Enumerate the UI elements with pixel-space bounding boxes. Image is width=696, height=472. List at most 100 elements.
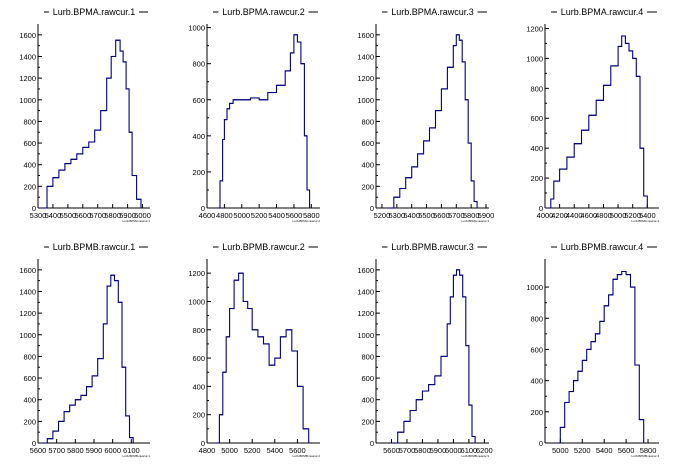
title-box bbox=[216, 8, 311, 21]
x-tick-label: 4600 bbox=[199, 211, 216, 220]
y-tick-label: 400 bbox=[192, 132, 205, 141]
y-tick-label: 800 bbox=[530, 84, 543, 93]
y-tick-label: 1400 bbox=[357, 52, 374, 61]
x-tick-label: 4800 bbox=[199, 446, 216, 455]
x-tick-label: 5400 bbox=[45, 211, 62, 220]
y-tick-label: 1200 bbox=[19, 74, 36, 83]
y-tick-label: 200 bbox=[23, 417, 36, 426]
title-box bbox=[47, 8, 141, 21]
histogram-panel-5: Lurb.BPMB.rawcur.1 0 200 400 600 800 1000 1200 1… bbox=[19, 242, 150, 458]
histogram-panel-2: Lurb.BPMA.rawcur.2 0 200 400 600 800 1000 4600 4… bbox=[188, 7, 320, 223]
chart-title: Lurb.BPMA.rawcur.4 bbox=[561, 7, 644, 17]
y-tick-label: 0 bbox=[32, 204, 36, 213]
y-tick-label: 200 bbox=[23, 182, 36, 191]
x-tick-label: 6000 bbox=[134, 211, 151, 220]
chart-title: Lurb.BPMB.rawcur.4 bbox=[561, 242, 644, 252]
x-tick-label: 5800 bbox=[67, 446, 84, 455]
x-tick-label: 5000 bbox=[552, 446, 569, 455]
x-tick-label: 5600 bbox=[74, 211, 91, 220]
y-tick-label: 800 bbox=[192, 326, 205, 335]
title-box bbox=[385, 243, 480, 256]
x-tick-label: 5200 bbox=[374, 211, 391, 220]
x-tick-label: 5000 bbox=[610, 211, 627, 220]
y-tick-label: 1000 bbox=[526, 283, 543, 292]
x-tick-label: 5400 bbox=[596, 446, 613, 455]
y-tick-label: 1200 bbox=[188, 269, 205, 278]
x-tick-label: 4800 bbox=[595, 211, 612, 220]
x-axis-title: Lurb.BPMA.rawcur.2 bbox=[292, 219, 320, 223]
y-tick-label: 800 bbox=[530, 314, 543, 323]
x-tick-label: 6200 bbox=[476, 446, 493, 455]
histogram-panel-4: Lurb.BPMA.rawcur.4 0 200 400 600 800 1000 1200 4… bbox=[526, 7, 659, 223]
x-axis-title: Lurb.BPMB.rawcur.1 bbox=[122, 454, 150, 458]
y-tick-label: 400 bbox=[23, 161, 36, 170]
x-tick-label: 6000 bbox=[445, 446, 462, 455]
y-tick-label: 1600 bbox=[19, 31, 36, 40]
x-axis-title: Lurb.BPMB.rawcur.3 bbox=[461, 454, 489, 458]
histogram-series bbox=[41, 39, 142, 209]
histogram-panel-3: Lurb.BPMA.rawcur.3 0 200 400 600 800 1000 1200 1… bbox=[357, 7, 494, 223]
chart-title: Lurb.BPMA.rawcur.1 bbox=[53, 7, 136, 17]
x-tick-label: 6000 bbox=[104, 446, 121, 455]
histogram-series bbox=[547, 35, 648, 209]
chart-title: Lurb.BPMA.rawcur.2 bbox=[222, 7, 305, 17]
x-tick-label: 5300 bbox=[30, 211, 47, 220]
x-tick-label: 5000 bbox=[221, 446, 238, 455]
x-tick-label: 5600 bbox=[286, 211, 303, 220]
x-tick-label: 5200 bbox=[624, 211, 641, 220]
y-tick-label: 800 bbox=[192, 60, 205, 69]
histogram-series bbox=[217, 34, 311, 209]
x-tick-label: 5300 bbox=[388, 211, 405, 220]
title-box bbox=[555, 243, 649, 256]
y-tick-label: 400 bbox=[530, 377, 543, 386]
y-tick-label: 200 bbox=[192, 411, 205, 420]
y-tick-label: 400 bbox=[23, 396, 36, 405]
y-tick-label: 0 bbox=[201, 439, 205, 448]
y-tick-label: 200 bbox=[361, 417, 374, 426]
chart-title: Lurb.BPMA.rawcur.3 bbox=[391, 7, 474, 17]
y-tick-label: 1000 bbox=[357, 96, 374, 105]
y-tick-label: 1200 bbox=[357, 74, 374, 83]
y-tick-label: 600 bbox=[530, 345, 543, 354]
y-tick-label: 1000 bbox=[357, 331, 374, 340]
x-tick-label: 6100 bbox=[123, 446, 140, 455]
y-tick-label: 400 bbox=[361, 161, 374, 170]
y-tick-label: 0 bbox=[32, 439, 36, 448]
y-tick-label: 1600 bbox=[357, 266, 374, 275]
histogram-series bbox=[391, 269, 476, 444]
y-tick-label: 400 bbox=[361, 396, 374, 405]
y-tick-label: 1200 bbox=[357, 309, 374, 318]
y-tick-label: 0 bbox=[539, 204, 543, 213]
histogram-series bbox=[387, 34, 478, 209]
histogram-panel-8: Lurb.BPMB.rawcur.4 0 200 400 600 800 1000 5000 5… bbox=[526, 242, 659, 458]
histogram-series bbox=[216, 272, 310, 444]
y-tick-label: 200 bbox=[530, 408, 543, 417]
y-tick-label: 0 bbox=[370, 204, 374, 213]
y-tick-label: 1600 bbox=[357, 31, 374, 40]
histogram-panel-7: Lurb.BPMB.rawcur.3 0 200 400 600 800 1000 1200 1… bbox=[357, 242, 492, 458]
x-tick-label: 5400 bbox=[268, 211, 285, 220]
x-tick-label: 5800 bbox=[104, 211, 121, 220]
y-tick-label: 800 bbox=[23, 117, 36, 126]
x-axis-title: Lurb.BPMA.rawcur.1 bbox=[122, 219, 150, 223]
y-tick-label: 600 bbox=[192, 354, 205, 363]
x-tick-label: 5700 bbox=[448, 211, 465, 220]
y-tick-label: 0 bbox=[539, 439, 543, 448]
y-tick-label: 1400 bbox=[19, 287, 36, 296]
y-tick-label: 800 bbox=[23, 352, 36, 361]
histogram-panel-6: Lurb.BPMB.rawcur.2 0 200 400 600 800 1000 1200 4… bbox=[188, 242, 320, 458]
y-tick-label: 200 bbox=[361, 182, 374, 191]
x-tick-label: 5800 bbox=[640, 446, 657, 455]
x-tick-label: 5200 bbox=[244, 446, 261, 455]
x-tick-label: 5500 bbox=[418, 211, 435, 220]
x-tick-label: 5700 bbox=[399, 446, 416, 455]
y-tick-label: 1000 bbox=[188, 297, 205, 306]
y-tick-label: 600 bbox=[361, 374, 374, 383]
x-tick-label: 4800 bbox=[216, 211, 233, 220]
title-box bbox=[555, 8, 649, 21]
x-tick-label: 6100 bbox=[461, 446, 478, 455]
y-tick-label: 200 bbox=[192, 168, 205, 177]
x-tick-label: 5600 bbox=[383, 446, 400, 455]
x-tick-label: 5200 bbox=[574, 446, 591, 455]
